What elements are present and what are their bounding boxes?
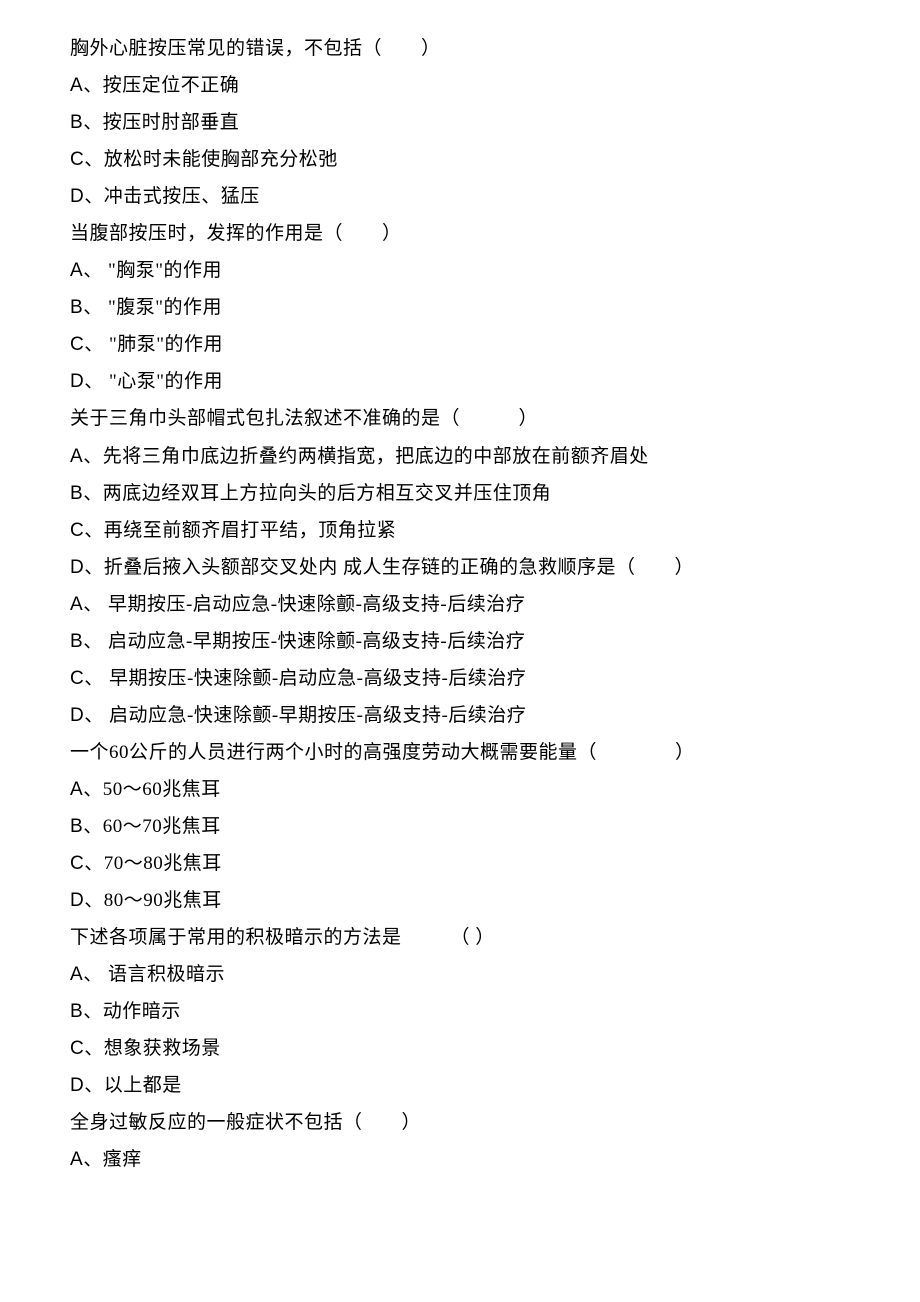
option-text: 启动应急-快速除颤-早期按压-高级支持-后续治疗 — [109, 705, 526, 726]
option-text: "腹泵"的作用 — [108, 297, 222, 318]
option-line: D、80～90兆焦耳 — [70, 882, 860, 919]
option-text: 早期按压-启动应急-快速除颤-高级支持-后续治疗 — [108, 594, 525, 615]
option-text: 50～60兆焦耳 — [103, 779, 221, 800]
option-text: "心泵"的作用 — [109, 371, 223, 392]
option-line: C、再绕至前额齐眉打平结，顶角拉紧 — [70, 512, 860, 549]
option-line: A、 早期按压-启动应急-快速除颤-高级支持-后续治疗 — [70, 586, 860, 623]
question-stem: 当腹部按压时，发挥的作用是（ ） — [70, 215, 860, 252]
option-letter: A — [70, 779, 83, 800]
option-text: 语言积极暗示 — [108, 964, 225, 985]
option-letter: B — [70, 297, 83, 318]
option-line: A、瘙痒 — [70, 1141, 860, 1178]
option-text: 冲击式按压、猛压 — [104, 186, 260, 207]
option-text: 放松时未能使胸部充分松弛 — [104, 149, 338, 170]
option-text: 动作暗示 — [103, 1001, 181, 1022]
option-letter: D — [70, 890, 84, 911]
question-stem: 胸外心脏按压常见的错误，不包括（ ） — [70, 30, 860, 67]
option-line: C、70～80兆焦耳 — [70, 845, 860, 882]
option-letter: A — [70, 594, 83, 615]
option-line: A、 "胸泵"的作用 — [70, 252, 860, 289]
option-text: 以上都是 — [104, 1075, 182, 1096]
option-letter: C — [70, 668, 84, 689]
option-line: D、 启动应急-快速除颤-早期按压-高级支持-后续治疗 — [70, 697, 860, 734]
question-stem: 一个60公斤的人员进行两个小时的高强度劳动大概需要能量（ ） — [70, 734, 860, 771]
option-letter: C — [70, 334, 84, 355]
option-letter: A — [70, 964, 83, 985]
question-stem: 关于三角巾头部帽式包扎法叙述不准确的是（ ） — [70, 400, 860, 437]
option-letter: D — [70, 705, 84, 726]
option-text: 瘙痒 — [103, 1149, 142, 1170]
option-line: D、冲击式按压、猛压 — [70, 178, 860, 215]
option-letter: A — [70, 446, 83, 467]
option-line: A、50～60兆焦耳 — [70, 771, 860, 808]
option-text: 再绕至前额齐眉打平结，顶角拉紧 — [104, 520, 397, 541]
option-line: B、动作暗示 — [70, 993, 860, 1030]
option-letter: B — [70, 631, 83, 652]
option-letter: C — [70, 853, 84, 874]
question-stem: 全身过敏反应的一般症状不包括（ ） — [70, 1104, 860, 1141]
option-text: 70～80兆焦耳 — [104, 853, 222, 874]
option-letter: A — [70, 1149, 83, 1170]
option-line: C、放松时未能使胸部充分松弛 — [70, 141, 860, 178]
option-line: B、 启动应急-早期按压-快速除颤-高级支持-后续治疗 — [70, 623, 860, 660]
option-letter: A — [70, 260, 83, 281]
option-line: B、两底边经双耳上方拉向头的后方相互交叉并压住顶角 — [70, 475, 860, 512]
option-line: B、 "腹泵"的作用 — [70, 289, 860, 326]
option-text: 80～90兆焦耳 — [104, 890, 222, 911]
option-text: "肺泵"的作用 — [109, 334, 223, 355]
option-line: C、 早期按压-快速除颤-启动应急-高级支持-后续治疗 — [70, 660, 860, 697]
option-line: B、按压时肘部垂直 — [70, 104, 860, 141]
option-letter: B — [70, 112, 83, 133]
option-line: B、60～70兆焦耳 — [70, 808, 860, 845]
option-line: C、想象获救场景 — [70, 1030, 860, 1067]
option-letter: D — [70, 557, 84, 578]
document-body: 胸外心脏按压常见的错误，不包括（ ） A、按压定位不正确 B、按压时肘部垂直 C… — [70, 30, 860, 1178]
option-letter: C — [70, 520, 84, 541]
option-letter: B — [70, 816, 83, 837]
option-line: A、 语言积极暗示 — [70, 956, 860, 993]
question-stem: 下述各项属于常用的积极暗示的方法是 （ ） — [70, 919, 860, 956]
option-line: A、先将三角巾底边折叠约两横指宽，把底边的中部放在前额齐眉处 — [70, 438, 860, 475]
option-text: 先将三角巾底边折叠约两横指宽，把底边的中部放在前额齐眉处 — [103, 446, 649, 467]
option-letter: D — [70, 1075, 84, 1096]
option-text: 想象获救场景 — [104, 1038, 221, 1059]
option-text: 按压时肘部垂直 — [103, 112, 240, 133]
option-letter: B — [70, 1001, 83, 1022]
option-text: 按压定位不正确 — [103, 75, 240, 96]
option-text: "胸泵"的作用 — [108, 260, 222, 281]
option-line: D、 "心泵"的作用 — [70, 363, 860, 400]
option-text: 60～70兆焦耳 — [103, 816, 221, 837]
option-letter: C — [70, 1038, 84, 1059]
option-letter: D — [70, 371, 84, 392]
option-line: C、 "肺泵"的作用 — [70, 326, 860, 363]
option-letter: C — [70, 149, 84, 170]
option-letter: B — [70, 483, 83, 504]
option-text: 启动应急-早期按压-快速除颤-高级支持-后续治疗 — [108, 631, 525, 652]
option-line: D、以上都是 — [70, 1067, 860, 1104]
option-text: 折叠后掖入头额部交叉处内 成人生存链的正确的急救顺序是（ ） — [104, 557, 694, 578]
option-letter: A — [70, 75, 83, 96]
option-line: D、折叠后掖入头额部交叉处内 成人生存链的正确的急救顺序是（ ） — [70, 549, 860, 586]
option-text: 早期按压-快速除颤-启动应急-高级支持-后续治疗 — [109, 668, 526, 689]
option-text: 两底边经双耳上方拉向头的后方相互交叉并压住顶角 — [103, 483, 552, 504]
option-letter: D — [70, 186, 84, 207]
option-line: A、按压定位不正确 — [70, 67, 860, 104]
